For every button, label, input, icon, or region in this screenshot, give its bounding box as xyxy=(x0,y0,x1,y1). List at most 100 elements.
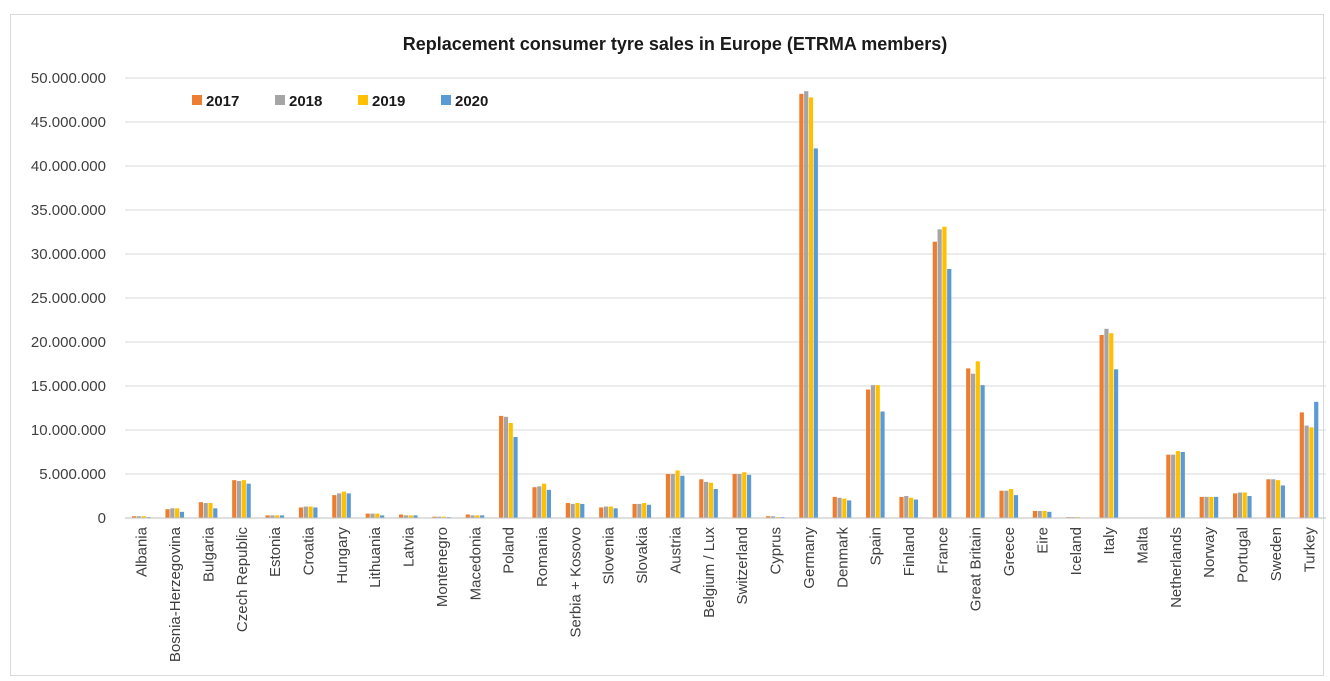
bar-2020 xyxy=(1247,496,1252,518)
bar-2019 xyxy=(408,515,413,518)
bar-2019 xyxy=(542,483,547,518)
bar-2018 xyxy=(1104,328,1109,518)
chart-title: Replacement consumer tyre sales in Europ… xyxy=(403,34,948,54)
bar-2020 xyxy=(680,475,685,518)
legend-swatch-2020 xyxy=(441,95,451,105)
bar-2020 xyxy=(646,504,652,518)
bar-2018 xyxy=(804,91,809,518)
bar-2018 xyxy=(1237,492,1242,518)
x-tick-label: Great Britain xyxy=(968,527,985,611)
x-tick-label: Austria xyxy=(667,526,684,573)
bar-2018 xyxy=(203,503,208,518)
x-tick-label: Sweden xyxy=(1268,527,1285,581)
x-tick-label: Croatia xyxy=(300,526,317,575)
bar-2020 xyxy=(346,493,351,518)
bar-2020 xyxy=(980,385,985,518)
bar-2017 xyxy=(932,241,937,518)
bar-2019 xyxy=(742,472,747,518)
bar-2020 xyxy=(813,148,818,518)
x-tick-label: Lithuania xyxy=(367,526,384,588)
x-tick-label: Italy xyxy=(1101,527,1118,555)
legend-label-2017: 2017 xyxy=(206,93,239,110)
bar-2019 xyxy=(642,503,647,518)
x-tick-label: Netherlands xyxy=(1168,527,1185,608)
bar-2019 xyxy=(942,226,947,518)
bar-2018 xyxy=(1304,425,1309,518)
bar-2018 xyxy=(236,481,242,518)
x-tick-label: Albania xyxy=(134,526,151,577)
bar-2020 xyxy=(480,515,485,518)
bar-2020 xyxy=(713,488,718,518)
bar-2018 xyxy=(937,229,942,519)
bar-2017 xyxy=(799,93,804,518)
x-tick-label: Montenegro xyxy=(434,527,451,607)
x-tick-label: Malta xyxy=(1135,526,1152,563)
bar-2020 xyxy=(847,500,852,518)
bar-2019 xyxy=(575,503,580,518)
bar-2019 xyxy=(141,516,146,518)
x-tick-label: Switzerland xyxy=(734,527,751,605)
x-tick-label: Portugal xyxy=(1235,527,1252,583)
bar-2018 xyxy=(136,516,142,518)
bar-2017 xyxy=(398,514,404,518)
bar-2018 xyxy=(1171,454,1176,518)
x-tick-label: Latvia xyxy=(401,526,418,567)
bar-2019 xyxy=(208,503,213,518)
bar-2017 xyxy=(1099,334,1104,518)
x-tick-label: Norway xyxy=(1201,527,1218,578)
bar-2020 xyxy=(380,515,385,518)
bar-2019 xyxy=(608,506,613,518)
bar-2018 xyxy=(1004,490,1009,518)
x-tick-label: Czech Republic xyxy=(234,527,251,633)
bar-2018 xyxy=(337,493,342,518)
y-tick-label: 10.000.000 xyxy=(31,422,106,439)
bar-2020 xyxy=(546,489,552,518)
bar-2019 xyxy=(808,97,814,519)
y-tick-label: 30.000.000 xyxy=(31,246,106,263)
y-tick-label: 15.000.000 xyxy=(31,378,106,395)
bar-2019 xyxy=(1175,451,1181,518)
x-tick-label: Germany xyxy=(801,527,818,589)
x-axis-ticks: Albania Bosnia-Herzegovina Bulgaria Czech R… xyxy=(134,526,1319,662)
bar-2017 xyxy=(1032,510,1038,518)
y-tick-label: 25.000.000 xyxy=(31,290,106,307)
bar-2019 xyxy=(875,385,880,518)
y-axis-ticks: 0 5.000.000 10.000.000 15.000.000 20.000.000… xyxy=(31,70,106,527)
x-tick-label: Spain xyxy=(868,527,885,565)
bar-2019 xyxy=(708,482,714,518)
bar-2020 xyxy=(1047,511,1052,518)
bar-2017 xyxy=(298,507,304,518)
bar-2018 xyxy=(370,513,375,518)
bar-2019 xyxy=(1309,427,1314,518)
bar-2017 xyxy=(165,509,170,518)
bar-2019 xyxy=(1275,480,1281,518)
x-tick-label: France xyxy=(934,527,951,574)
y-tick-label: 50.000.000 xyxy=(31,70,106,87)
bar-2020 xyxy=(746,474,752,518)
bar-2017 xyxy=(1299,412,1304,518)
bar-2019 xyxy=(1209,496,1214,518)
bar-2017 xyxy=(899,496,904,518)
bar-2017 xyxy=(332,495,337,518)
bar-2017 xyxy=(198,502,203,518)
x-tick-label: Poland xyxy=(501,527,518,574)
bar-2020 xyxy=(613,508,618,518)
legend-label-2020: 2020 xyxy=(455,93,488,110)
bar-2019 xyxy=(341,491,347,518)
bar-2020 xyxy=(913,499,918,518)
x-tick-label: Bosnia-Herzegovina xyxy=(167,526,184,662)
bar-2017 xyxy=(132,516,137,518)
bar-2017 xyxy=(832,496,837,518)
legend-swatch-2018 xyxy=(275,95,285,105)
bar-2017 xyxy=(1233,493,1238,518)
x-tick-label: Turkey xyxy=(1301,527,1318,573)
bar-2017 xyxy=(732,474,737,518)
bar-2019 xyxy=(1009,488,1014,518)
bar-2019 xyxy=(441,516,447,518)
bar-2017 xyxy=(1266,479,1271,518)
bar-2017 xyxy=(232,480,237,518)
bar-2018 xyxy=(637,503,642,518)
bar-2018 xyxy=(970,373,976,518)
bar-2017 xyxy=(966,368,971,518)
